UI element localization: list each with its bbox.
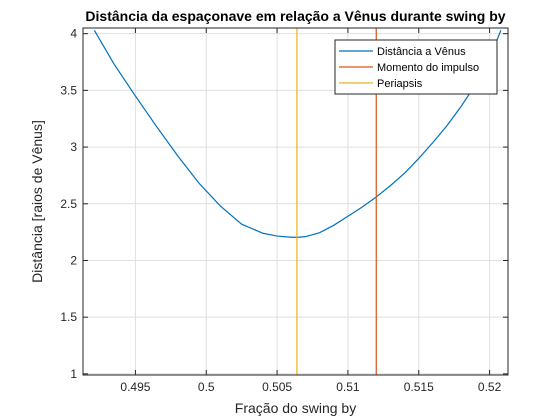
y-tick-label: 2.5 <box>60 197 77 211</box>
y-tick-label: 3 <box>70 140 77 154</box>
x-tick-label: 0.515 <box>404 380 434 394</box>
chart-title: Distância da espaçonave em relação a Vên… <box>85 8 505 24</box>
y-tick-label: 1.5 <box>60 310 77 324</box>
x-tick-label: 0.495 <box>120 380 150 394</box>
y-tick-label: 2 <box>70 253 77 267</box>
y-axis-title: Distância [raios de Vênus] <box>29 120 45 283</box>
y-tick-label: 1 <box>70 367 77 381</box>
x-tick-label: 0.505 <box>262 380 292 394</box>
axes-box <box>82 27 509 376</box>
y-tick-label: 4 <box>70 27 77 41</box>
x-tick-label: 0.52 <box>478 380 502 394</box>
legend-label: Distância a Vênus <box>377 46 466 58</box>
ticks: 0.495 0.5 0.505 0.51 0.515 0.52 1 1.5 2 2.5 3 3.5 4 <box>60 27 508 394</box>
series-dist-ncia-a-v-nus <box>93 29 502 238</box>
x-tick-label: 0.5 <box>198 380 215 394</box>
legend: Distância a Vênus Momento do impulso Peria… <box>334 39 498 95</box>
x-axis-title: Fração do swing by <box>235 400 356 416</box>
y-tick-label: 3.5 <box>60 83 77 97</box>
x-tick-label: 0.51 <box>336 380 360 394</box>
legend-label: Momento do impulso <box>377 62 479 74</box>
legend-label: Periapsis <box>377 78 423 90</box>
